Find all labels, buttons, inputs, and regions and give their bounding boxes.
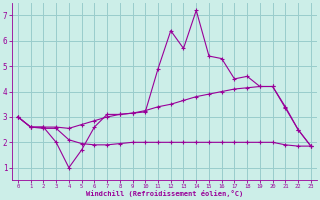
X-axis label: Windchill (Refroidissement éolien,°C): Windchill (Refroidissement éolien,°C) [86,190,243,197]
